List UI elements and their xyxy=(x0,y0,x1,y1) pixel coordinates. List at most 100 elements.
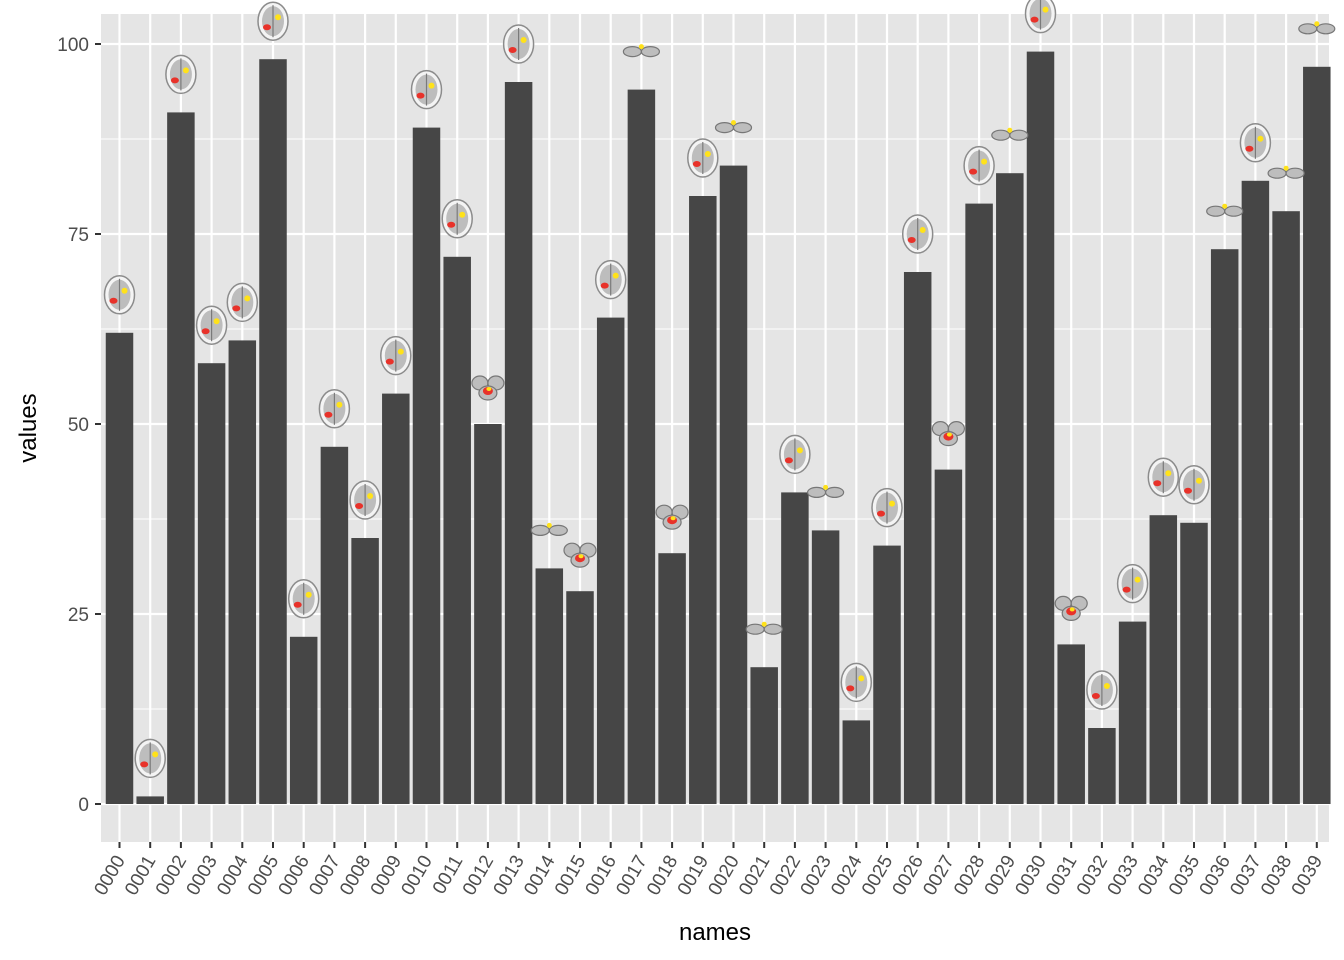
bar-0024 xyxy=(842,720,871,804)
bar-0007 xyxy=(320,446,349,804)
x-tick-label: 0037 xyxy=(1226,852,1265,899)
y-tick-label: 75 xyxy=(68,225,89,246)
bar-0038 xyxy=(1272,211,1300,804)
brain-slice-icon xyxy=(806,484,845,498)
brain-slice-icon xyxy=(655,504,689,530)
bar-0015 xyxy=(566,591,594,804)
x-tick-label: 0020 xyxy=(705,852,744,899)
brain-slice-icon xyxy=(871,487,903,528)
x-axis: 0000000100020003000400050006000700080009… xyxy=(91,842,1327,899)
brain-slice-icon xyxy=(1267,165,1305,179)
x-tick-label: 0036 xyxy=(1196,852,1235,899)
brain-slice-icon xyxy=(410,69,443,110)
bar-0030 xyxy=(1026,51,1055,805)
bar-0019 xyxy=(689,196,717,804)
brain-slice-icon xyxy=(991,127,1029,141)
bar-0003 xyxy=(197,363,226,804)
bar-0009 xyxy=(382,393,410,804)
brain-slice-icon xyxy=(622,44,661,58)
x-tick-label: 0034 xyxy=(1134,852,1174,899)
x-tick-label: 0001 xyxy=(121,852,160,899)
brain-slice-icon xyxy=(471,375,505,401)
x-tick-label: 0002 xyxy=(152,852,191,899)
brain-slice-icon xyxy=(714,120,753,134)
brain-slice-icon xyxy=(963,145,995,186)
x-tick-label: 0026 xyxy=(889,852,928,899)
bar-0022 xyxy=(781,492,809,804)
brain-slice-icon xyxy=(1298,21,1336,35)
bar-0039 xyxy=(1303,66,1331,805)
x-tick-label: 0015 xyxy=(551,852,590,899)
x-tick-label: 0031 xyxy=(1042,852,1081,899)
bar-0000 xyxy=(105,332,134,804)
x-tick-label: 0023 xyxy=(797,852,836,899)
x-tick-label: 0003 xyxy=(183,852,222,899)
x-axis-title: names xyxy=(679,919,751,946)
bar-0011 xyxy=(443,256,471,804)
x-tick-label: 0000 xyxy=(91,852,130,899)
brain-slice-icon xyxy=(318,389,351,429)
bar-0002 xyxy=(167,112,195,804)
x-tick-label: 0004 xyxy=(213,852,253,899)
x-tick-label: 0025 xyxy=(858,852,897,899)
x-tick-label: 0006 xyxy=(275,852,314,899)
bar-0026 xyxy=(903,272,932,804)
bars xyxy=(105,51,1331,805)
brain-slice-icon xyxy=(530,522,568,537)
x-tick-label: 0019 xyxy=(674,852,713,899)
bar-0018 xyxy=(658,553,686,804)
bar-0005 xyxy=(259,59,287,804)
brain-slice-icon xyxy=(349,480,381,520)
brain-slice-icon xyxy=(257,1,289,41)
x-tick-label: 0028 xyxy=(950,852,989,899)
brain-slice-icon xyxy=(745,621,783,635)
bar-0017 xyxy=(627,89,656,805)
bar-0031 xyxy=(1057,644,1085,804)
bar-0008 xyxy=(351,538,379,804)
brain-slice-icon xyxy=(594,259,627,300)
x-tick-label: 0039 xyxy=(1288,852,1327,899)
bar-0027 xyxy=(934,469,963,804)
brain-slice-icon xyxy=(441,199,473,239)
y-tick-label: 0 xyxy=(78,795,89,816)
brain-slice-icon xyxy=(1206,203,1244,217)
brain-slice-icon xyxy=(1178,465,1210,505)
x-tick-label: 0018 xyxy=(643,852,682,899)
brain-slice-icon xyxy=(1054,595,1088,622)
x-tick-label: 0027 xyxy=(919,852,958,899)
bar-0035 xyxy=(1180,522,1208,804)
x-tick-label: 0012 xyxy=(459,852,498,899)
bar-0025 xyxy=(873,545,901,804)
y-tick-label: 100 xyxy=(57,35,89,56)
bar-0006 xyxy=(289,636,318,804)
brain-slice-icon xyxy=(1024,0,1057,34)
bar-0028 xyxy=(965,203,993,805)
brain-slice-icon xyxy=(1147,457,1180,497)
brain-slice-icon xyxy=(103,275,136,315)
bar-0023 xyxy=(811,530,840,804)
x-tick-label: 0017 xyxy=(612,852,651,899)
bar-0014 xyxy=(535,568,564,804)
y-axis: 0 25 50 75 100 xyxy=(57,35,101,816)
y-tick-label: 50 xyxy=(68,415,89,436)
brain-slice-icon xyxy=(1116,563,1149,604)
x-tick-label: 0029 xyxy=(981,852,1020,899)
brain-slice-icon xyxy=(840,662,873,703)
x-tick-label: 0016 xyxy=(582,852,621,899)
brain-slice-icon xyxy=(380,335,412,376)
brain-slice-icon xyxy=(287,579,320,619)
x-tick-label: 0022 xyxy=(766,852,805,899)
bar-0037 xyxy=(1241,180,1270,805)
brain-slice-icon xyxy=(931,421,966,447)
brain-slice-icon xyxy=(1239,123,1272,163)
bar-0036 xyxy=(1210,249,1239,804)
x-tick-label: 0014 xyxy=(520,852,560,899)
x-tick-label: 0013 xyxy=(490,852,529,899)
bar-0033 xyxy=(1118,621,1147,804)
brain-slice-icon xyxy=(1086,670,1118,710)
x-tick-label: 0038 xyxy=(1257,852,1296,899)
brain-slice-icon xyxy=(134,738,166,779)
x-tick-label: 0007 xyxy=(305,852,344,899)
x-tick-label: 0032 xyxy=(1073,852,1112,899)
x-tick-label: 0021 xyxy=(735,852,774,899)
